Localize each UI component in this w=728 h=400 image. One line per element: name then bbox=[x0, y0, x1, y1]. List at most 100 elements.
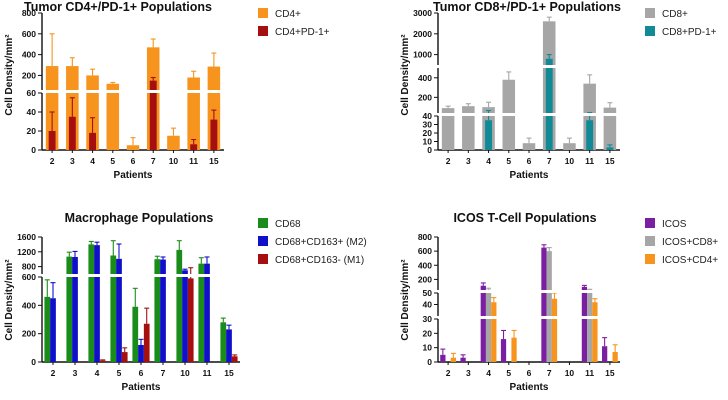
bar-icos-patient-4 bbox=[480, 285, 486, 290]
bar-icos-cd8-patient-11 bbox=[587, 319, 593, 362]
bar-icos-patient-11 bbox=[581, 293, 588, 316]
bar-cd4-patient-5 bbox=[106, 83, 120, 90]
bar-cd8-patient-3 bbox=[462, 116, 475, 150]
x-tick-label: 2 bbox=[50, 156, 55, 166]
bar-cd4-pd-1-patient-15 bbox=[210, 119, 218, 150]
legend-label-icos: ICOS bbox=[662, 219, 687, 230]
legend-swatch-cd4-pd-1 bbox=[258, 26, 268, 36]
bar-cd4-patient-10 bbox=[167, 135, 180, 150]
x-tick-label: 15 bbox=[605, 156, 615, 166]
bar-cd4-patient-2 bbox=[45, 66, 59, 90]
bar-cd68-cd163-m2-patient-5 bbox=[116, 258, 122, 274]
legend-swatch-cd68 bbox=[258, 218, 268, 228]
y-tick-label: 20 bbox=[423, 328, 433, 338]
x-tick-label: 7 bbox=[161, 368, 166, 378]
bar-cd68-cd163-m2-patient-3 bbox=[72, 256, 78, 274]
y-tick-label: 800 bbox=[22, 262, 36, 272]
bar-cd8-patient-15 bbox=[603, 107, 617, 113]
bar-cd8-patient-2 bbox=[441, 108, 455, 113]
x-tick-label: 7 bbox=[151, 156, 156, 166]
chart-panel-icos-t-cell-populations: ICOS T-Cell Populations Cell Density/mm² 0… bbox=[400, 211, 718, 393]
bar-cd4-patient-4 bbox=[86, 75, 99, 90]
x-tick-label: 3 bbox=[466, 368, 471, 378]
bar-cd68-patient-7 bbox=[154, 259, 161, 274]
bar-icos-patient-11 bbox=[581, 286, 588, 290]
x-tick-label: 11 bbox=[203, 368, 212, 378]
x-tick-label: 6 bbox=[131, 156, 136, 166]
y-tick-label: 1200 bbox=[17, 247, 36, 257]
chart-title: Tumor CD4+/PD-1+ Populations bbox=[24, 0, 212, 14]
bar-icos-cd4-patient-7 bbox=[551, 319, 558, 362]
y-axis-label: Cell Density/mm² bbox=[4, 34, 15, 116]
x-tick-label: 4 bbox=[95, 368, 100, 378]
y-tick-label: 600 bbox=[22, 29, 36, 39]
x-tick-label: 15 bbox=[209, 156, 219, 166]
bar-icos-patient-3 bbox=[460, 357, 466, 362]
y-tick-label: 400 bbox=[22, 300, 36, 310]
x-tick-label: 5 bbox=[117, 368, 122, 378]
bar-cd68-patient-15 bbox=[220, 322, 227, 362]
axis-break-gap bbox=[439, 65, 621, 68]
x-tick-label: 7 bbox=[547, 156, 552, 166]
chart-title: Tumor CD8+/PD-1+ Populations bbox=[433, 0, 621, 14]
bar-icos-cd4-patient-7 bbox=[551, 298, 558, 316]
x-tick-label: 2 bbox=[51, 368, 56, 378]
bar-cd8-patient-2 bbox=[441, 116, 455, 150]
bar-cd68-patient-7 bbox=[154, 277, 161, 362]
bar-icos-cd4-patient-4 bbox=[491, 302, 497, 316]
bar-cd68-patient-4 bbox=[88, 277, 95, 362]
x-tick-label: 3 bbox=[73, 368, 78, 378]
bar-cd8-pd-1-patient-7 bbox=[545, 68, 553, 113]
bar-icos-patient-5 bbox=[500, 339, 507, 362]
x-axis-label: Patients bbox=[114, 170, 153, 181]
axis-break-gap bbox=[439, 290, 621, 293]
x-tick-label: 6 bbox=[527, 368, 532, 378]
y-tick-label: 0 bbox=[31, 145, 36, 155]
x-axis-label: Patients bbox=[122, 382, 161, 393]
bar-cd68-cd163-m2-patient-10 bbox=[182, 277, 188, 362]
bar-cd4-pd-1-patient-7 bbox=[149, 80, 157, 90]
bar-cd68-patient-5 bbox=[110, 255, 117, 274]
axis-break-gap bbox=[439, 316, 621, 319]
bar-icos-cd8-patient-7 bbox=[546, 293, 552, 316]
y-tick-label: 40 bbox=[423, 300, 433, 310]
bar-cd68-patient-3 bbox=[66, 277, 73, 362]
bar-icos-patient-7 bbox=[541, 293, 547, 316]
y-tick-label: 30 bbox=[423, 314, 433, 324]
x-tick-label: 11 bbox=[585, 368, 594, 378]
bar-cd4-patient-6 bbox=[126, 145, 140, 150]
bar-cd68-patient-11 bbox=[198, 263, 205, 274]
y-tick-label: 200 bbox=[418, 274, 432, 284]
x-tick-label: 3 bbox=[466, 156, 471, 166]
y-axis-label: Cell Density/mm² bbox=[400, 34, 411, 116]
bar-cd4-patient-11 bbox=[187, 93, 200, 150]
bar-icos-patient-11 bbox=[581, 319, 588, 362]
bar-cd8-pd-1-patient-11 bbox=[586, 120, 594, 150]
legend-swatch-cd68-cd163-m2 bbox=[258, 236, 268, 246]
bar-cd68-patient-11 bbox=[198, 277, 205, 362]
bar-icos-patient-15 bbox=[602, 346, 608, 362]
x-tick-label: 11 bbox=[189, 156, 198, 166]
bar-icos-cd4-patient-5 bbox=[511, 337, 517, 362]
x-tick-label: 6 bbox=[139, 368, 144, 378]
bar-cd68-cd163-m2-patient-7 bbox=[160, 259, 166, 274]
y-tick-label: 0 bbox=[427, 145, 432, 155]
bar-cd68-cd163-m2-patient-4 bbox=[94, 245, 100, 274]
y-tick-label: 2000 bbox=[413, 29, 432, 39]
x-tick-label: 4 bbox=[486, 368, 491, 378]
x-axis-label: Patients bbox=[510, 382, 549, 393]
bar-icos-patient-7 bbox=[541, 247, 547, 290]
y-tick-label: 200 bbox=[22, 329, 36, 339]
bar-cd68-patient-6 bbox=[132, 306, 139, 362]
legend-swatch-cd4 bbox=[258, 8, 268, 18]
bar-cd68-cd163-m2-patient-10 bbox=[182, 270, 188, 274]
x-tick-label: 3 bbox=[70, 156, 75, 166]
legend-swatch-icos bbox=[645, 218, 655, 228]
bar-icos-patient-4 bbox=[480, 293, 486, 316]
bar-cd68-cd163-m2-patient-15 bbox=[226, 329, 232, 362]
bar-cd4-pd-1-patient-2 bbox=[48, 131, 56, 150]
legend-label-icos-cd8: ICOS+CD8+ bbox=[662, 237, 718, 248]
bar-cd4-patient-11 bbox=[187, 77, 200, 90]
bar-cd68-cd163-m1-patient-4 bbox=[99, 360, 106, 362]
